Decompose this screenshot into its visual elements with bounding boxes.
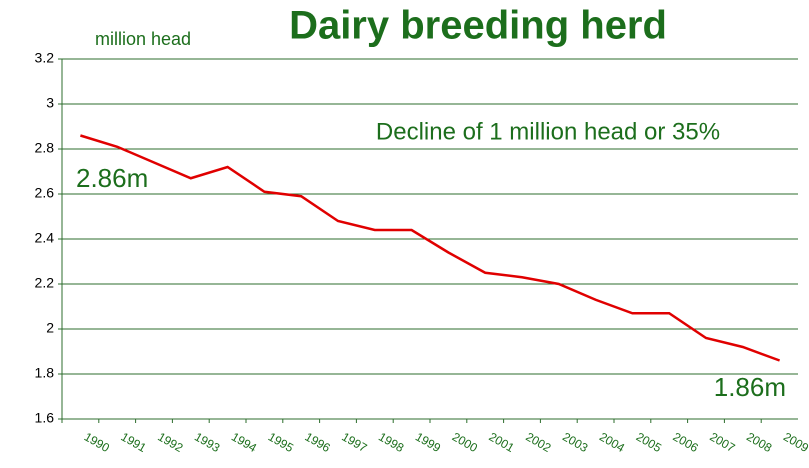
x-tick-label: 2006 xyxy=(671,430,701,456)
y-tick-label: 2 xyxy=(46,320,54,336)
y-axis-label: million head xyxy=(95,29,191,49)
x-tick-label: 2004 xyxy=(597,430,627,456)
x-tick-label: 1997 xyxy=(339,430,369,456)
x-tick-label: 1999 xyxy=(413,430,443,456)
x-tick-label: 2005 xyxy=(634,430,664,456)
y-tick-label: 3.2 xyxy=(35,50,55,66)
y-tick-label: 2.8 xyxy=(35,140,55,156)
x-tick-label: 1990 xyxy=(82,430,112,456)
x-tick-label: 1996 xyxy=(303,430,333,456)
x-tick-label: 2000 xyxy=(450,430,480,456)
x-tick-label: 2002 xyxy=(523,430,553,456)
x-tick-label: 1992 xyxy=(155,430,185,456)
x-tick-label: 1995 xyxy=(266,430,296,456)
x-tick-label: 2001 xyxy=(487,430,517,456)
y-tick-label: 1.6 xyxy=(35,410,55,426)
y-tick-label: 3 xyxy=(46,95,54,111)
y-tick-label: 2.2 xyxy=(35,275,55,291)
x-tick-label: 1994 xyxy=(229,430,259,456)
annotation: 1.86m xyxy=(714,372,786,402)
x-tick-label: 1998 xyxy=(376,430,406,456)
annotation: 2.86m xyxy=(76,163,148,193)
x-tick-label: 1991 xyxy=(119,430,149,456)
x-tick-label: 1993 xyxy=(192,430,222,456)
y-tick-label: 1.8 xyxy=(35,365,55,381)
x-tick-label: 2007 xyxy=(707,430,737,456)
chart-title: Dairy breeding herd xyxy=(289,4,667,48)
data-line xyxy=(80,134,781,362)
x-tick-label: 2008 xyxy=(744,430,774,456)
y-tick-label: 2.4 xyxy=(35,230,55,246)
annotation: Decline of 1 million head or 35% xyxy=(376,118,720,145)
x-tick-label: 2009 xyxy=(781,430,809,456)
y-tick-label: 2.6 xyxy=(35,185,55,201)
x-tick-label: 2003 xyxy=(560,430,590,456)
